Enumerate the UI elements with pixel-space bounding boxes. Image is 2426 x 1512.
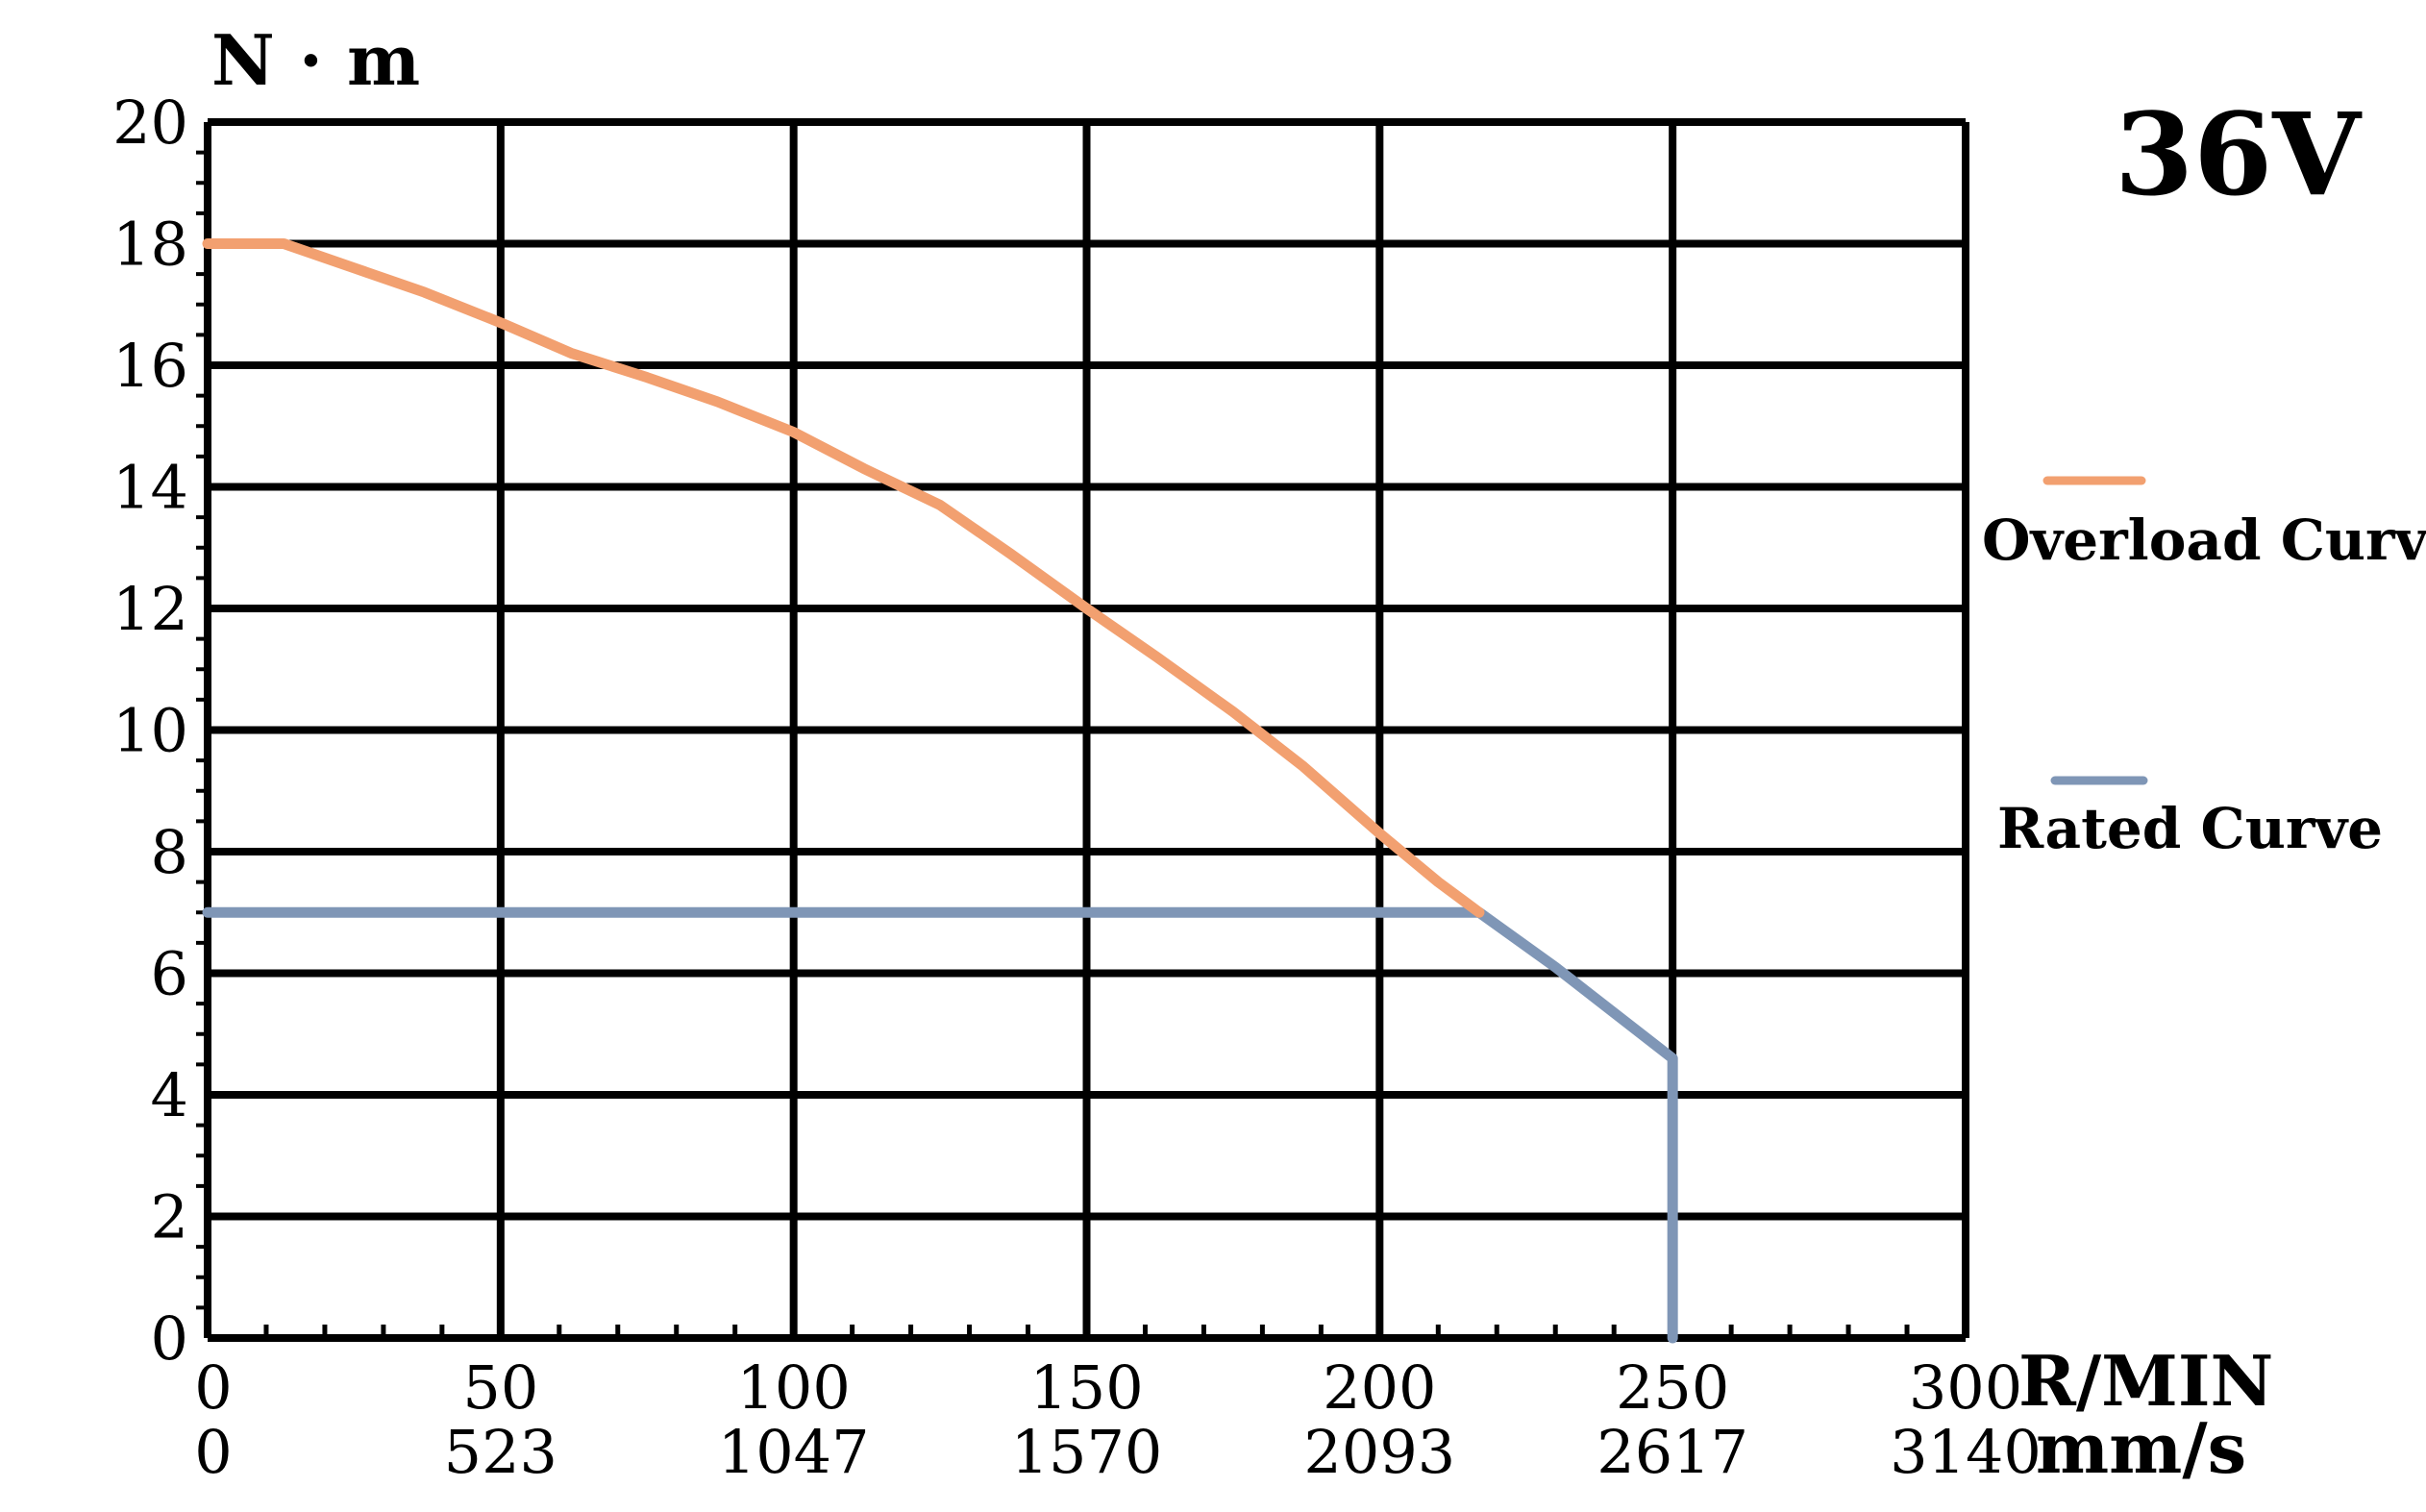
x-tick-label-secondary: 2617 bbox=[1597, 1417, 1748, 1487]
chart-title: 36V bbox=[2115, 87, 2363, 221]
legend: Overload Curve Rated Curve bbox=[1982, 476, 2426, 861]
x-tick-label: 250 bbox=[1616, 1352, 1729, 1423]
y-tick-label: 14 bbox=[112, 453, 188, 523]
x-tick-label-secondary: 523 bbox=[444, 1417, 557, 1487]
legend-label-rated: Rated Curve bbox=[1997, 796, 2383, 861]
x-tick-label-secondary: 1570 bbox=[1011, 1417, 1163, 1487]
x-tick-label: 200 bbox=[1323, 1352, 1436, 1423]
x-axis-secondary-unit-label: mm/s bbox=[2036, 1407, 2246, 1489]
series-line-overload bbox=[202, 238, 1485, 918]
x-tick-label: 150 bbox=[1029, 1352, 1143, 1423]
series-lines bbox=[202, 238, 1678, 1344]
y-tick-label: 18 bbox=[112, 210, 188, 280]
x-tick-label-secondary: 3140 bbox=[1890, 1417, 2042, 1487]
x-tick-label: 100 bbox=[736, 1352, 850, 1423]
series-line-rated bbox=[202, 906, 1678, 1344]
x-tick-label-secondary: 2093 bbox=[1303, 1417, 1455, 1487]
x-tick-label: 0 bbox=[194, 1352, 232, 1423]
y-tick-label: 4 bbox=[151, 1060, 188, 1130]
y-axis-unit-label: N · m bbox=[211, 19, 420, 101]
y-tick-label: 2 bbox=[151, 1182, 188, 1252]
y-tick-label: 10 bbox=[112, 696, 188, 766]
y-tick-label: 20 bbox=[112, 87, 188, 158]
x-tick-label-secondary: 1047 bbox=[718, 1417, 870, 1487]
y-tick-label: 12 bbox=[112, 574, 188, 644]
y-tick-label: 8 bbox=[151, 817, 188, 887]
x-axis-unit-label: R/MIN bbox=[2018, 1340, 2273, 1422]
x-tick-label: 300 bbox=[1909, 1352, 2022, 1423]
y-tick-label: 0 bbox=[151, 1303, 188, 1374]
grid-lines bbox=[204, 118, 1969, 1342]
x-tick-label: 50 bbox=[462, 1352, 538, 1423]
y-tick-label: 6 bbox=[151, 939, 188, 1009]
y-tick-label: 16 bbox=[112, 331, 188, 401]
axis-minor-ticks bbox=[196, 150, 1910, 1342]
x-tick-label-secondary: 0 bbox=[194, 1417, 232, 1487]
legend-label-overload: Overload Curve bbox=[1982, 508, 2426, 573]
